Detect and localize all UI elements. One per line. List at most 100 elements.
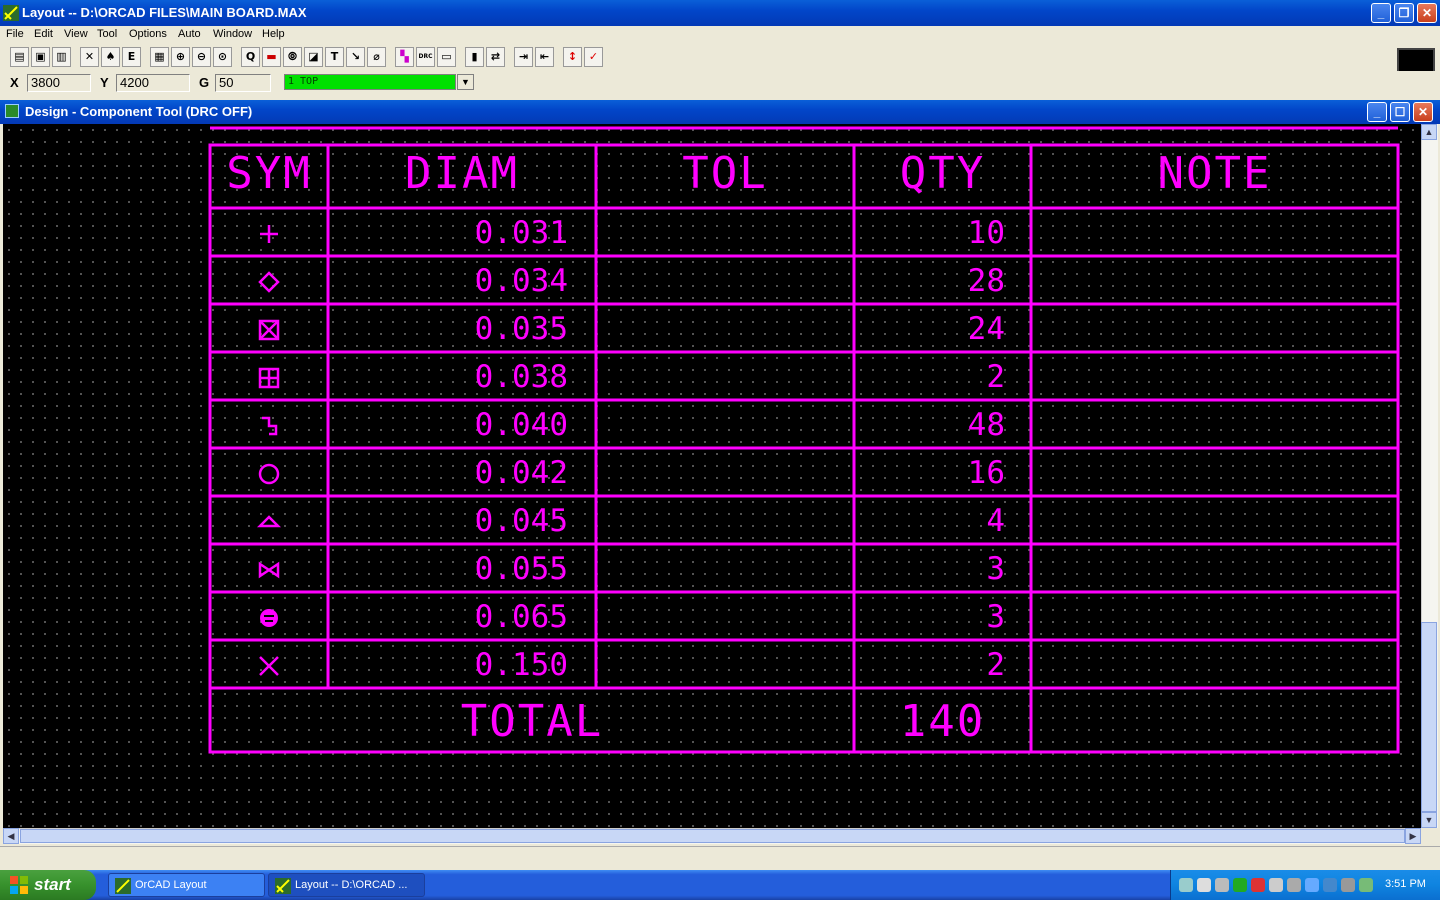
design-canvas[interactable]: SYM DIAM TOL QTY NOTE 0.031 10 0.034 28 0.035 24 0.…	[3, 124, 1421, 828]
drc-box-icon[interactable]: DRC	[416, 47, 435, 67]
open-icon[interactable]: ▤	[10, 47, 29, 67]
spreadsheet-icon[interactable]: ▦	[150, 47, 169, 67]
library-icon[interactable]: ▥	[52, 47, 71, 67]
scroll-up-icon[interactable]: ▲	[1421, 124, 1437, 140]
menu-file[interactable]: File	[6, 28, 24, 40]
design-window-title: Design - Component Tool (DRC OFF)	[25, 104, 253, 119]
horizontal-scroll-thumb[interactable]	[20, 829, 1405, 843]
layer-select[interactable]: 1 TOP	[284, 74, 456, 90]
window-title: Layout -- D:\ORCAD FILES\MAIN BOARD.MAX	[22, 5, 307, 20]
safely-remove-icon[interactable]	[1359, 878, 1373, 892]
triangle-symbol-icon	[256, 515, 282, 528]
layout-app-icon	[275, 878, 291, 894]
x-symbol-icon	[259, 656, 279, 676]
diam-cell: 0.042	[475, 455, 568, 491]
bowtie-symbol-icon	[258, 561, 280, 579]
save-icon[interactable]: ▣	[31, 47, 50, 67]
scroll-down-icon[interactable]: ▼	[1421, 812, 1437, 828]
menu-help[interactable]: Help	[262, 28, 285, 40]
shove-icon[interactable]: ↕	[563, 47, 582, 67]
menu-auto[interactable]: Auto	[178, 28, 201, 40]
error-tool-icon[interactable]: ⌀	[367, 47, 386, 67]
design-window-title-bar: Design - Component Tool (DRC OFF) _ ☐ ✕	[0, 100, 1440, 124]
diam-cell: 0.034	[475, 263, 568, 299]
component-tool-icon[interactable]: ▬	[262, 47, 281, 67]
y-coord-label: Y	[100, 75, 109, 90]
close-button[interactable]: ✕	[1417, 3, 1437, 23]
query-icon[interactable]: Q	[241, 47, 260, 67]
taskbar-item-label: OrCAD Layout	[135, 879, 207, 891]
system-tray: 3:51 PM	[1170, 870, 1440, 900]
menu-edit[interactable]: Edit	[34, 28, 53, 40]
qty-cell: 2	[986, 647, 1005, 683]
qty-cell: 3	[986, 551, 1005, 587]
child-minimize-button[interactable]: _	[1367, 102, 1387, 122]
diam-cell: 0.065	[475, 599, 568, 635]
menu-tool[interactable]: Tool	[97, 28, 118, 40]
layer-dropdown-icon[interactable]: ▼	[457, 74, 474, 90]
circle-symbol-icon	[258, 463, 280, 485]
connection-tool-icon[interactable]: ↘	[346, 47, 365, 67]
find-icon[interactable]: ♠	[101, 47, 120, 67]
scroll-left-icon[interactable]: ◀	[3, 828, 19, 844]
box-x-symbol-icon	[258, 319, 280, 341]
coordinate-bar: X 3800 Y 4200 G 50	[0, 71, 1440, 95]
diam-cell: 0.055	[475, 551, 568, 587]
restore-button[interactable]: ❐	[1394, 3, 1414, 23]
refresh-icon[interactable]: ⇄	[486, 47, 505, 67]
taskbar-item-layout-file[interactable]: Layout -- D:\ORCAD ...	[268, 873, 425, 897]
menu-window[interactable]: Window	[213, 28, 253, 40]
drc-check-icon[interactable]: ✓	[584, 47, 603, 67]
menu-bar: File Edit View Tool Options Auto Window …	[0, 26, 1440, 44]
qty-cell: 2	[986, 359, 1005, 395]
tool-icon[interactable]	[1215, 878, 1229, 892]
signal-icon[interactable]	[1287, 878, 1301, 892]
status-bar	[0, 846, 1440, 870]
y-coord-field[interactable]: 4200	[116, 74, 190, 92]
delete-icon[interactable]: ✕	[80, 47, 99, 67]
printer-icon[interactable]	[1197, 878, 1211, 892]
pin-tool-icon[interactable]: ⦾	[283, 47, 302, 67]
shield-icon[interactable]	[1251, 878, 1265, 892]
x-coord-field[interactable]: 3800	[27, 74, 91, 92]
start-button[interactable]: start	[0, 870, 96, 900]
header-note: NOTE	[1158, 148, 1272, 199]
plus-symbol-icon	[260, 225, 278, 243]
taskbar: start OrCAD Layout Layout -- D:\ORCAD ..…	[0, 870, 1440, 900]
network-icon[interactable]	[1179, 878, 1193, 892]
design-window-icon	[5, 104, 19, 118]
taskbar-item-orcad-layout[interactable]: OrCAD Layout	[108, 873, 265, 897]
child-maximize-button[interactable]: ☐	[1390, 102, 1410, 122]
online-drc-icon[interactable]: ▮	[465, 47, 484, 67]
windows-logo-icon	[10, 876, 28, 894]
qty-cell: 24	[968, 311, 1005, 347]
volume-icon[interactable]	[1341, 878, 1355, 892]
zoom-in-icon[interactable]: ⊕	[171, 47, 190, 67]
taskbar-item-label: Layout -- D:\ORCAD ...	[295, 879, 408, 891]
qty-cell: 4	[986, 503, 1005, 539]
zoom-all-icon[interactable]: ⊙	[213, 47, 232, 67]
unroute-icon[interactable]: ⇤	[535, 47, 554, 67]
filled-circle-symbol-icon	[260, 609, 278, 627]
autoroute-icon[interactable]: ⇥	[514, 47, 533, 67]
obstacle-tool-icon[interactable]: ◪	[304, 47, 323, 67]
scroll-right-icon[interactable]: ▶	[1405, 828, 1421, 844]
display-icon[interactable]	[1323, 878, 1337, 892]
zoom-out-icon[interactable]: ⊖	[192, 47, 211, 67]
app-title-bar: Layout -- D:\ORCAD FILES\MAIN BOARD.MAX …	[0, 0, 1440, 26]
menu-options[interactable]: Options	[129, 28, 167, 40]
edit-icon[interactable]: E	[122, 47, 141, 67]
diam-cell: 0.045	[475, 503, 568, 539]
vertical-scroll-thumb[interactable]	[1421, 622, 1437, 812]
color-icon[interactable]: ▚	[395, 47, 414, 67]
child-close-button[interactable]: ✕	[1413, 102, 1433, 122]
monitor-icon[interactable]	[1305, 878, 1319, 892]
connection-icon[interactable]	[1269, 878, 1283, 892]
reconnect-icon[interactable]: ▭	[437, 47, 456, 67]
minimize-button[interactable]: _	[1371, 3, 1391, 23]
grid-field[interactable]: 50	[215, 74, 271, 92]
qty-cell: 16	[968, 455, 1005, 491]
update-icon[interactable]	[1233, 878, 1247, 892]
menu-view[interactable]: View	[64, 28, 88, 40]
text-tool-icon[interactable]: T	[325, 47, 344, 67]
